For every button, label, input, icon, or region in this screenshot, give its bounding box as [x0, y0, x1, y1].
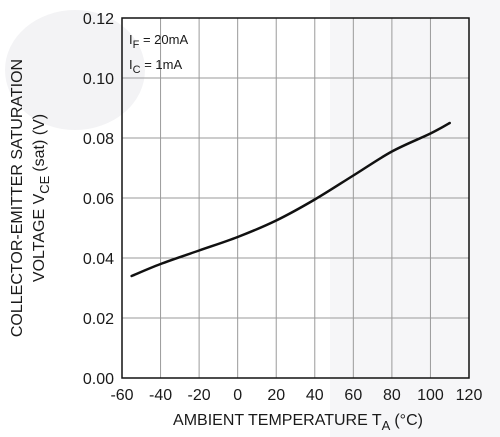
plot-frame	[121, 17, 470, 379]
x-tick-labels: -60 -40 -20 0 20 40 60 80 100 120	[110, 387, 482, 404]
x-tick-label: -60	[110, 387, 133, 404]
y-tick-label: 0.02	[83, 311, 114, 328]
annotation-ic: IC = 1mA	[129, 57, 182, 76]
y-tick-label: 0.06	[83, 191, 114, 208]
series-lines	[130, 121, 451, 278]
plot-border	[121, 17, 470, 379]
annotation-if: IF = 20mA	[129, 32, 188, 51]
x-tick-label: 100	[417, 387, 444, 404]
y-tick-label: 0.08	[83, 131, 114, 148]
y-axis-title-line1: COLLECTOR-EMITTER SATURATION	[9, 59, 26, 337]
annotation-box: IF = 20mA IC = 1mA	[129, 32, 188, 76]
x-tick-label: 40	[306, 387, 324, 404]
y-tick-label: 0.00	[83, 371, 114, 388]
x-tick-label: 60	[344, 387, 362, 404]
x-tick-label: 20	[267, 387, 285, 404]
x-tick-label: -40	[149, 387, 172, 404]
vce-sat-curve	[130, 121, 451, 278]
x-tick-label: -20	[188, 387, 211, 404]
grid-lines	[122, 18, 469, 378]
y-tick-label: 0.12	[83, 11, 114, 28]
background-decor	[5, 0, 500, 437]
y-axis-title-line2: VOLTAGE VCE(sat) (V)	[31, 114, 52, 282]
x-tick-label: 80	[383, 387, 401, 404]
x-tick-label: 0	[233, 387, 242, 404]
y-tick-label: 0.04	[83, 251, 114, 268]
y-tick-labels: 0.00 0.02 0.04 0.06 0.08 0.10 0.12	[83, 11, 114, 388]
x-axis-title: AMBIENT TEMPERATURE TA (°C)	[173, 412, 423, 433]
y-tick-label: 0.10	[83, 71, 114, 88]
x-tick-label: 120	[456, 387, 483, 404]
